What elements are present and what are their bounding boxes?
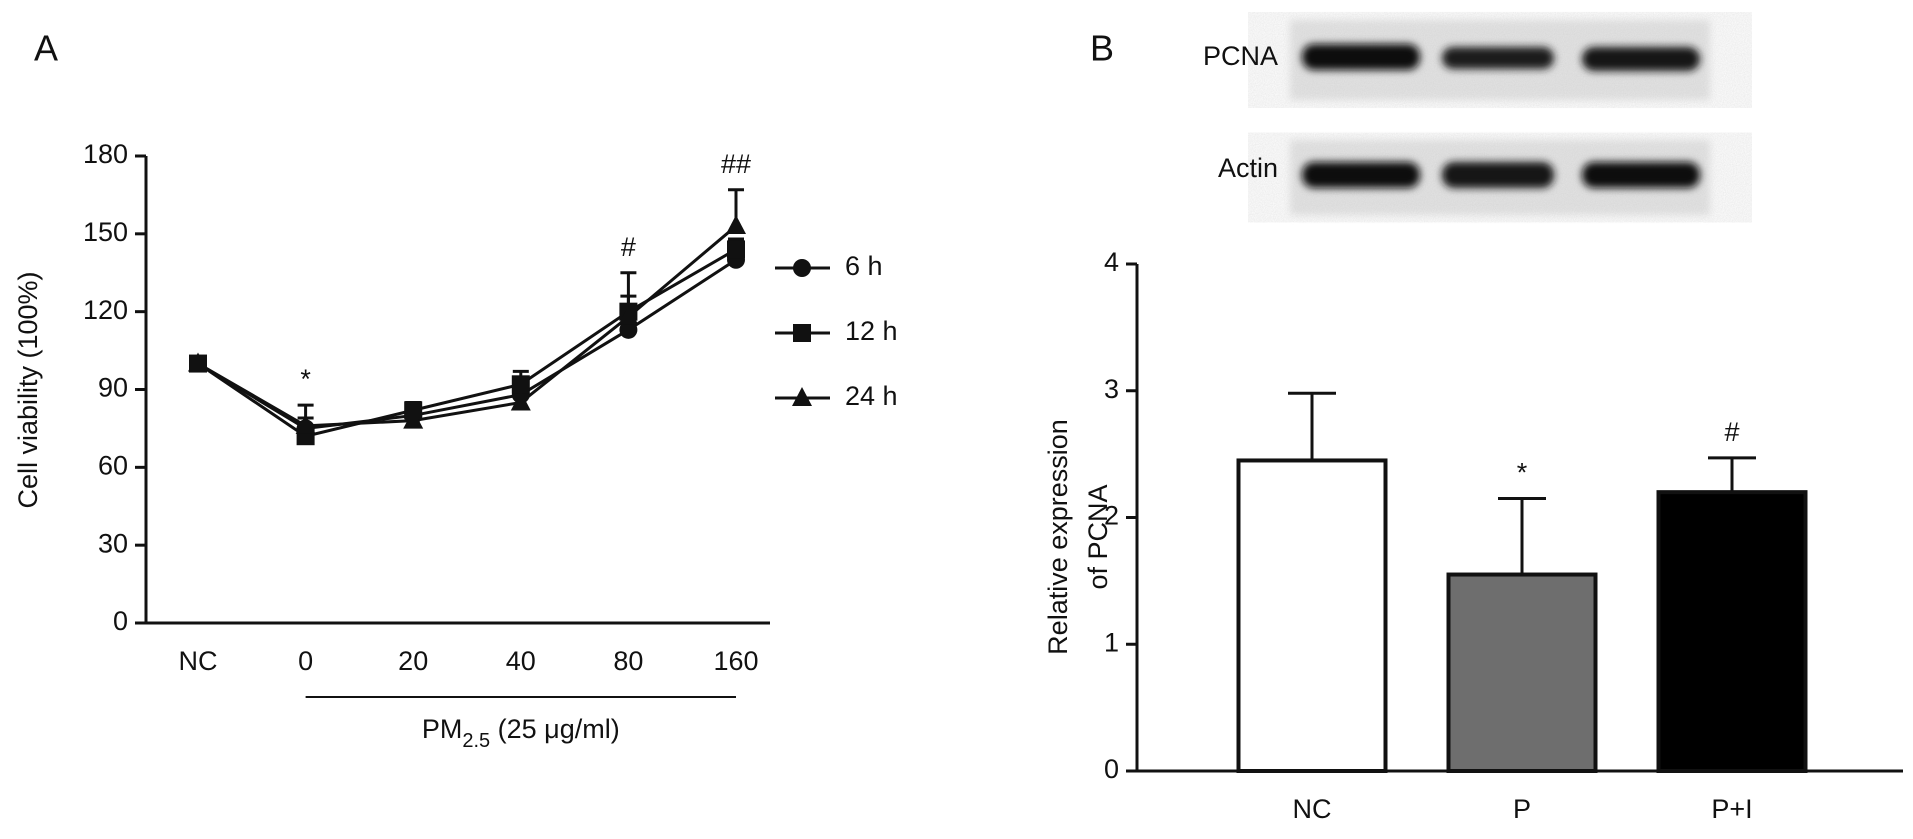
x-axis-label-part: 2.5 [462, 730, 490, 752]
legend-label: 6 h [845, 251, 883, 281]
x-axis-label-part: PM [422, 714, 463, 744]
y-tick-label: 2 [1104, 501, 1119, 531]
significance-mark: # [621, 232, 636, 262]
panel-label: A [34, 28, 58, 69]
x-tick-label: NC [179, 646, 218, 676]
marker [511, 375, 530, 394]
x-axis-label: PM2.5 (25 μg/ml) [422, 714, 620, 752]
marker [510, 391, 531, 411]
x-tick-label: 40 [506, 646, 536, 676]
series-line [197, 248, 737, 438]
series-line [197, 224, 737, 428]
marker [188, 352, 208, 372]
significance-mark: * [1517, 458, 1528, 488]
marker [792, 387, 812, 406]
marker [619, 320, 638, 339]
y-tick-label: 0 [1104, 754, 1119, 784]
x-tick-label: P [1513, 794, 1531, 824]
x-tick-label: 160 [713, 646, 758, 676]
error-bar [1498, 496, 1546, 575]
series-line [197, 258, 737, 430]
x-tick-label: NC [1293, 794, 1332, 824]
marker [793, 324, 811, 342]
y-axis-label: Cell viability (100%) [13, 271, 43, 508]
western-blot [1290, 20, 1710, 215]
y-axis-label: of PCNA [1083, 484, 1113, 589]
y-tick-label: 30 [98, 528, 128, 558]
significance-mark: * [300, 364, 311, 394]
y-axis-label: Relative expression [1043, 419, 1073, 655]
legend-label: 12 h [845, 316, 898, 346]
significance-mark: # [1724, 417, 1739, 447]
y-tick-label: 120 [83, 295, 128, 325]
marker [403, 409, 424, 429]
y-tick-label: 60 [98, 450, 128, 480]
y-tick-label: 3 [1104, 374, 1119, 404]
y-tick-label: 90 [98, 373, 128, 403]
bar [1656, 490, 1808, 773]
marker [295, 414, 316, 434]
panel-label: B [1090, 28, 1114, 69]
y-tick-label: 180 [83, 139, 128, 169]
x-tick-label: 0 [298, 646, 313, 676]
y-tick-label: 1 [1104, 627, 1119, 657]
bar [1446, 572, 1598, 773]
x-tick-label: 80 [613, 646, 643, 676]
error-bar [1708, 456, 1756, 493]
marker [727, 240, 745, 259]
x-tick-label: P+I [1711, 794, 1752, 824]
significance-mark: ## [721, 149, 751, 179]
x-axis-label-part: (25 μg/ml) [490, 714, 620, 744]
marker [618, 305, 639, 325]
y-tick-label: 0 [113, 606, 128, 636]
bar [1236, 458, 1388, 773]
blot-label: PCNA [1203, 41, 1278, 71]
marker [793, 259, 811, 277]
y-tick-label: 150 [83, 217, 128, 247]
y-tick-label: 4 [1104, 247, 1119, 277]
x-tick-label: 20 [398, 646, 428, 676]
legend-label: 24 h [845, 381, 898, 411]
marker [726, 215, 746, 235]
error-bar [1288, 391, 1336, 461]
blot-label: Actin [1218, 153, 1278, 183]
